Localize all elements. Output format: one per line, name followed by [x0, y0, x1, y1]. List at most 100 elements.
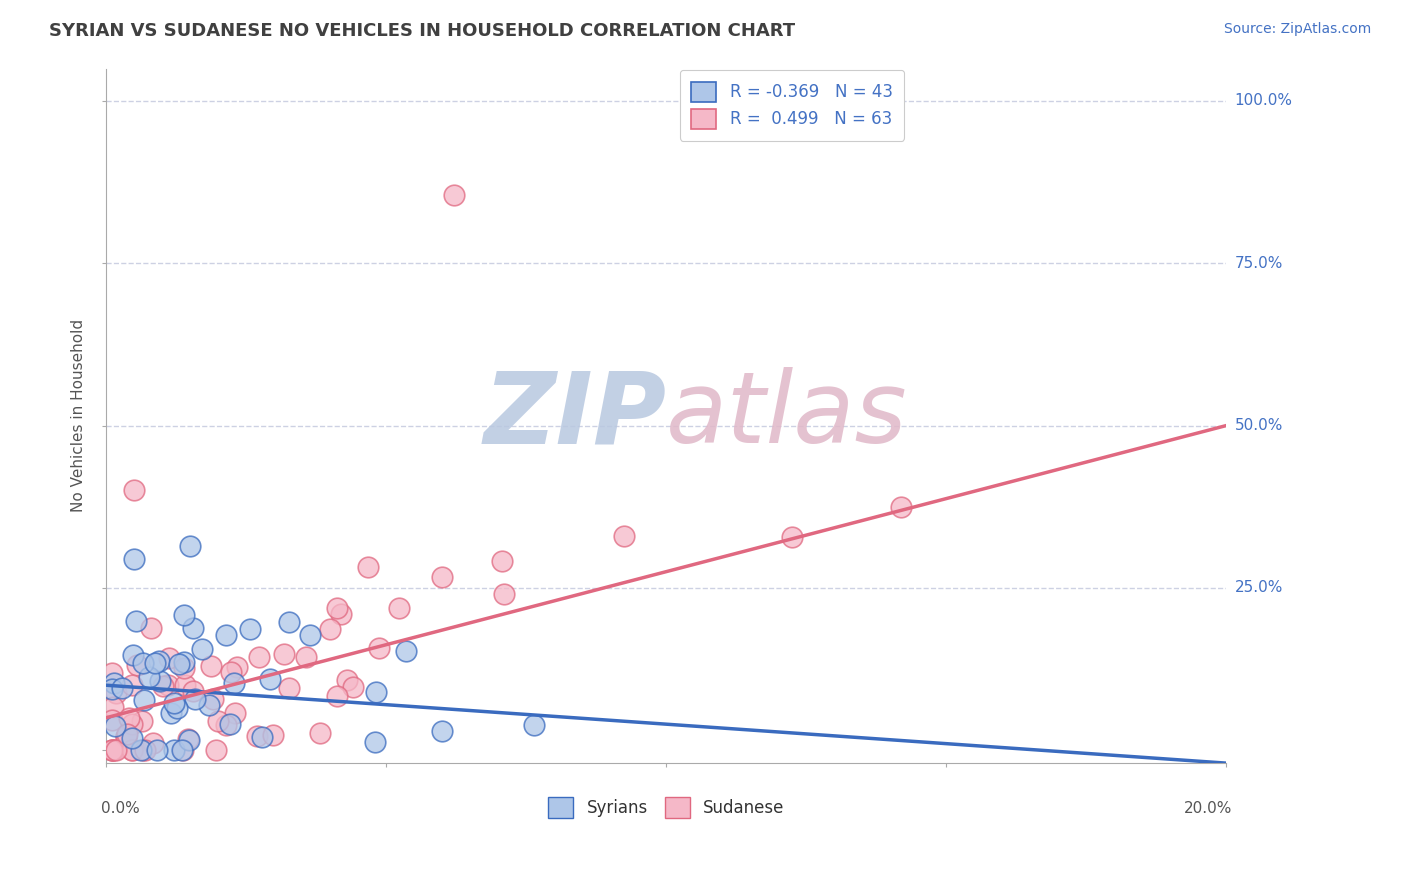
Point: [114, 730, 136, 744]
Point: [342, 680, 364, 694]
Point: [134, 743, 156, 757]
Point: [494, 586, 516, 600]
Point: [308, 726, 330, 740]
Point: [170, 743, 193, 757]
Point: [103, 743, 125, 757]
Point: [329, 607, 352, 621]
Point: [134, 693, 156, 707]
Point: [124, 551, 146, 566]
Point: [179, 732, 201, 747]
Point: [138, 670, 160, 684]
Point: [326, 689, 349, 703]
Point: [177, 732, 200, 747]
Point: [173, 655, 195, 669]
Point: [262, 728, 284, 742]
Point: [388, 601, 411, 615]
Text: Source: ZipAtlas.com: Source: ZipAtlas.com: [1223, 22, 1371, 37]
Point: [204, 743, 226, 757]
Point: [184, 692, 207, 706]
Point: [179, 539, 201, 553]
Point: [101, 743, 124, 757]
Point: [121, 743, 143, 757]
Point: [239, 622, 262, 636]
Point: [149, 674, 172, 689]
Point: [115, 729, 138, 743]
Point: [183, 684, 205, 698]
Point: [336, 673, 359, 687]
Point: [104, 743, 127, 757]
Point: [131, 657, 153, 671]
Point: [215, 717, 238, 731]
Point: [101, 700, 124, 714]
Point: [124, 483, 146, 498]
Point: [142, 736, 165, 750]
Point: [173, 678, 195, 692]
Text: atlas: atlas: [666, 368, 908, 465]
Point: [318, 622, 340, 636]
Point: [111, 681, 134, 695]
Point: [181, 621, 204, 635]
Point: [190, 642, 212, 657]
Point: [221, 665, 243, 680]
Point: [222, 675, 245, 690]
Text: 0.0%: 0.0%: [101, 801, 139, 816]
Point: [173, 660, 195, 674]
Point: [143, 656, 166, 670]
Point: [121, 678, 143, 692]
Point: [491, 554, 513, 568]
Point: [250, 731, 273, 745]
Text: 20.0%: 20.0%: [1184, 801, 1232, 816]
Point: [160, 706, 183, 720]
Text: 75.0%: 75.0%: [1234, 256, 1282, 271]
Point: [121, 716, 143, 731]
Point: [246, 729, 269, 743]
Point: [167, 657, 190, 672]
Point: [101, 743, 124, 757]
Point: [118, 711, 141, 725]
Point: [612, 529, 634, 543]
Point: [141, 621, 163, 635]
Y-axis label: No Vehicles in Household: No Vehicles in Household: [72, 319, 86, 512]
Point: [146, 743, 169, 757]
Point: [200, 658, 222, 673]
Point: [299, 628, 322, 642]
Text: ZIP: ZIP: [484, 368, 666, 465]
Point: [201, 692, 224, 706]
Point: [131, 714, 153, 728]
Point: [132, 743, 155, 757]
Point: [277, 615, 299, 629]
Point: [122, 648, 145, 662]
Point: [207, 714, 229, 728]
Point: [115, 727, 138, 741]
Point: [226, 660, 249, 674]
Point: [782, 530, 804, 544]
Point: [101, 665, 124, 680]
Point: [430, 570, 453, 584]
Point: [152, 679, 174, 693]
Point: [127, 658, 149, 673]
Point: [356, 559, 378, 574]
Text: 100.0%: 100.0%: [1234, 94, 1292, 109]
Point: [277, 681, 299, 695]
Point: [157, 651, 180, 665]
Point: [121, 731, 143, 745]
Point: [259, 672, 281, 686]
Point: [224, 706, 246, 720]
Point: [101, 714, 124, 728]
Point: [101, 682, 124, 697]
Text: SYRIAN VS SUDANESE NO VEHICLES IN HOUSEHOLD CORRELATION CHART: SYRIAN VS SUDANESE NO VEHICLES IN HOUSEH…: [49, 22, 796, 40]
Point: [166, 701, 188, 715]
Point: [364, 734, 387, 748]
Point: [125, 615, 148, 629]
Point: [523, 717, 546, 731]
Point: [121, 743, 143, 757]
Point: [219, 717, 242, 731]
Point: [172, 743, 194, 757]
Point: [430, 723, 453, 738]
Point: [148, 654, 170, 668]
Point: [273, 647, 295, 661]
Point: [157, 678, 180, 692]
Point: [364, 685, 387, 699]
Point: [198, 698, 221, 713]
Point: [890, 500, 912, 514]
